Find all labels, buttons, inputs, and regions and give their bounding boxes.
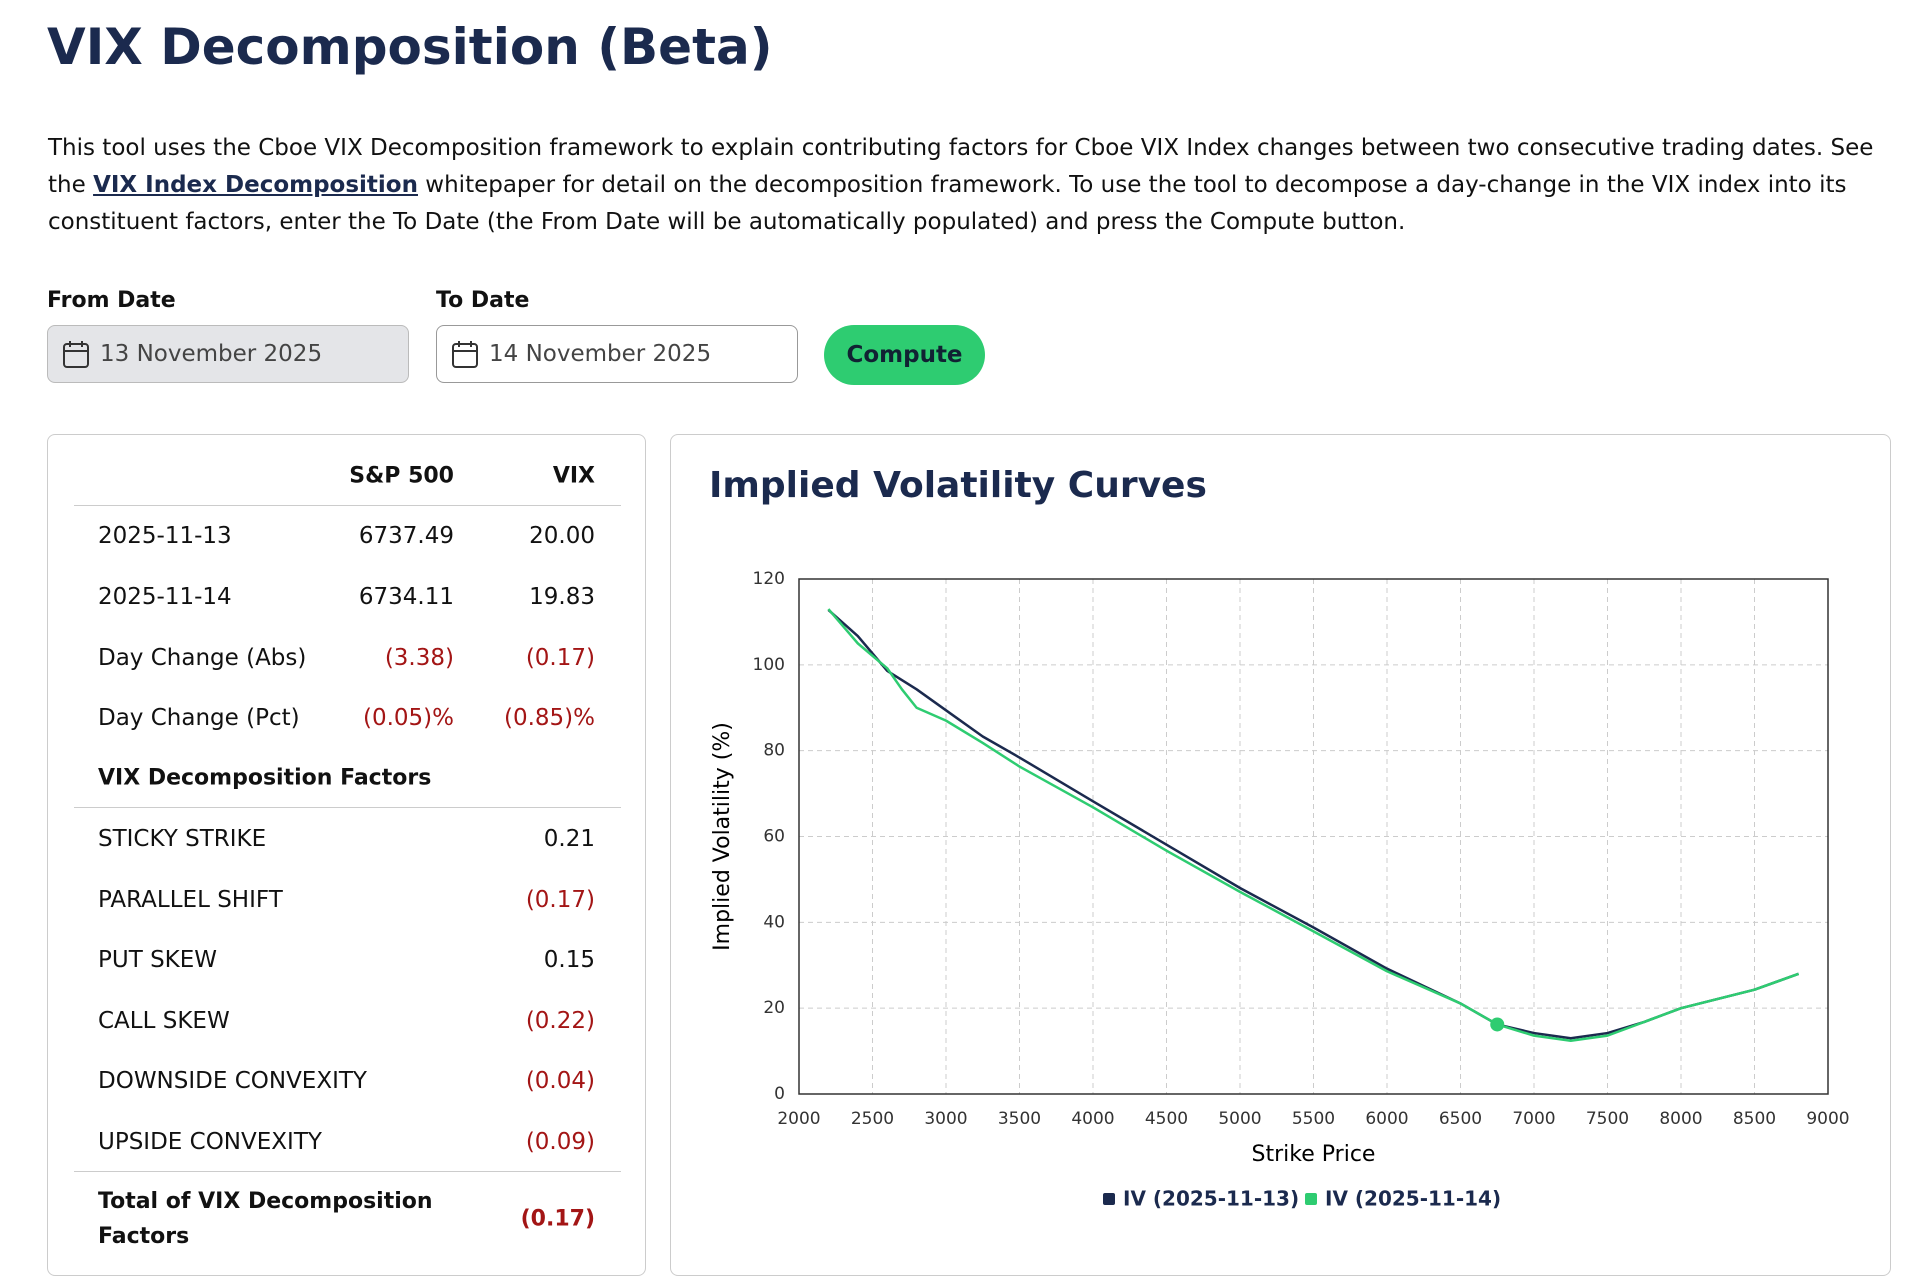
- factor-value: (0.04): [525, 1068, 595, 1094]
- row-label: 2025-11-13: [98, 523, 232, 549]
- results-table: S&P 500 VIX 2025-11-13 6737.49 20.00 2025-11-…: [47, 434, 646, 1276]
- rule: [74, 807, 621, 808]
- intro-after: whitepaper for detail on the decompositi…: [48, 172, 1847, 235]
- x-tick-label: 3500: [998, 1109, 1041, 1129]
- x-tick-label: 2000: [777, 1109, 820, 1129]
- chart-card: Implied Volatility Curves 0 20 40 60 80 100 120…: [670, 434, 1891, 1276]
- factor-label: CALL SKEW: [98, 1007, 230, 1034]
- y-tick-label: 120: [753, 569, 785, 589]
- x-tick-label: 7000: [1512, 1109, 1555, 1129]
- factor-value: 0.21: [543, 826, 595, 852]
- legend-label: IV (2025-11-14): [1325, 1187, 1501, 1211]
- calendar-icon: [452, 341, 478, 368]
- y-tick-label: 100: [753, 655, 785, 675]
- column-header: S&P 500: [349, 463, 454, 489]
- page-title: VIX Decomposition (Beta): [47, 18, 773, 76]
- intro-text: This tool uses the Cboe VIX Decompositio…: [48, 130, 1888, 241]
- row-label: Day Change (Abs): [98, 645, 307, 671]
- rule: [74, 1171, 621, 1172]
- x-tick-label: 8500: [1733, 1109, 1776, 1129]
- factor-value: (0.22): [525, 1007, 595, 1034]
- chart: Implied Volatility Curves 0 20 40 60 80 100 120…: [709, 465, 1850, 1211]
- line-series: [827, 608, 1800, 1043]
- x-tick-label: 2500: [851, 1109, 894, 1129]
- factor-label: PARALLEL SHIFT: [98, 886, 283, 913]
- x-tick-label: 7500: [1586, 1109, 1629, 1129]
- legend-swatch: [1305, 1193, 1317, 1205]
- intro-before: This tool uses the Cboe VIX Decompositio…: [48, 135, 1874, 198]
- x-tick-label: 4500: [1145, 1109, 1188, 1129]
- x-tick-label: 3000: [924, 1109, 967, 1129]
- x-tick-label: 6500: [1439, 1109, 1482, 1129]
- factor-label: STICKY STRIKE: [98, 826, 267, 852]
- factor-value: (0.17): [525, 886, 595, 913]
- x-tick-label: 8000: [1659, 1109, 1702, 1129]
- chart-title: Implied Volatility Curves: [709, 465, 1207, 506]
- factor-value: (0.09): [525, 1128, 595, 1155]
- cell: (0.85)%: [503, 705, 595, 731]
- cell: 19.83: [529, 584, 595, 610]
- legend-swatch: [1103, 1193, 1115, 1205]
- cell: 20.00: [529, 523, 595, 549]
- y-axis-label: Implied Volatility (%): [710, 722, 735, 951]
- cell: 6734.11: [358, 584, 454, 610]
- x-tick-label: 6000: [1365, 1109, 1408, 1129]
- row-label: 2025-11-14: [98, 584, 232, 610]
- y-tick-label: 0: [774, 1084, 785, 1104]
- spot-marker: [1490, 1017, 1505, 1032]
- from-date-value: 13 November 2025: [100, 341, 323, 367]
- row-label: Day Change (Pct): [98, 705, 300, 731]
- factor-label: UPSIDE CONVEXITY: [98, 1128, 322, 1155]
- compute-button[interactable]: Compute: [824, 325, 985, 385]
- y-tick-label: 40: [763, 912, 785, 932]
- cell: (0.05)%: [362, 705, 454, 731]
- cell: (0.17): [525, 645, 595, 671]
- x-tick-label: 5000: [1218, 1109, 1261, 1129]
- section-label: VIX Decomposition Factors: [98, 765, 432, 791]
- from-label: From Date: [47, 288, 176, 313]
- cell: 6737.49: [358, 523, 454, 549]
- factor-label: DOWNSIDE CONVEXITY: [98, 1068, 367, 1094]
- x-tick-label: 4000: [1071, 1109, 1114, 1129]
- x-tick-label: 9000: [1806, 1109, 1849, 1129]
- plot-frame: [798, 578, 1829, 1095]
- to-date-input[interactable]: 14 November 2025: [436, 325, 798, 383]
- to-date-value: 14 November 2025: [489, 341, 712, 367]
- x-tick-label: 5500: [1292, 1109, 1335, 1129]
- to-label: To Date: [436, 288, 530, 313]
- from-date-input: 13 November 2025: [47, 325, 409, 383]
- whitepaper-link[interactable]: VIX Index Decomposition: [93, 172, 418, 198]
- column-header: VIX: [552, 463, 595, 489]
- factor-value: 0.15: [543, 947, 595, 973]
- legend-label: IV (2025-11-13): [1123, 1187, 1299, 1211]
- factor-label: PUT SKEW: [98, 947, 218, 973]
- total-value: (0.17): [520, 1206, 595, 1232]
- y-tick-label: 80: [763, 741, 785, 761]
- rule: [74, 505, 621, 506]
- total-label: Total of VIX Decomposition Factors: [98, 1189, 433, 1249]
- x-axis-label: Strike Price: [1252, 1142, 1376, 1167]
- cell: (3.38): [384, 645, 454, 671]
- calendar-icon: [63, 341, 89, 368]
- y-tick-label: 60: [763, 827, 785, 847]
- y-tick-label: 20: [763, 998, 785, 1018]
